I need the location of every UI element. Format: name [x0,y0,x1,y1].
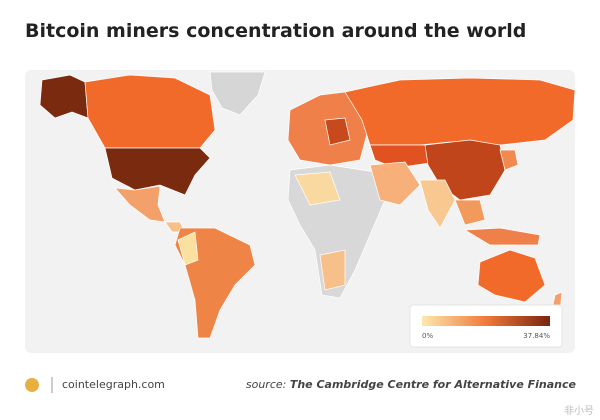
canada [84,74,216,149]
usa [104,147,211,196]
india [419,179,456,229]
colombia-ecuador [177,231,199,266]
legend-max: 37.84% [523,332,550,340]
kazakhstan [369,144,431,169]
indonesia [463,227,541,246]
countries [39,71,576,339]
germany-region [324,117,351,146]
mexico [114,185,166,223]
greenland [209,71,266,116]
brand: cointelegraph.com [62,378,165,391]
legend-min: 0% [422,332,433,340]
source-prefix: source: [245,378,287,391]
australia [477,249,546,303]
title: Bitcoin miners concentration around the … [25,20,527,42]
southeast-asia [454,199,486,226]
russia [344,77,576,146]
watermark: 非小号 [564,406,594,417]
source-name: The Cambridge Centre for Alternative Fin… [289,378,576,391]
japan-korea [499,149,519,171]
legend-gradient [422,316,550,326]
north-africa [294,171,341,206]
middle-east [369,161,421,206]
alaska [39,74,89,119]
source: source: The Cambridge Centre for Alterna… [246,378,576,391]
south-africa [319,249,346,291]
brand-logo [25,378,39,392]
